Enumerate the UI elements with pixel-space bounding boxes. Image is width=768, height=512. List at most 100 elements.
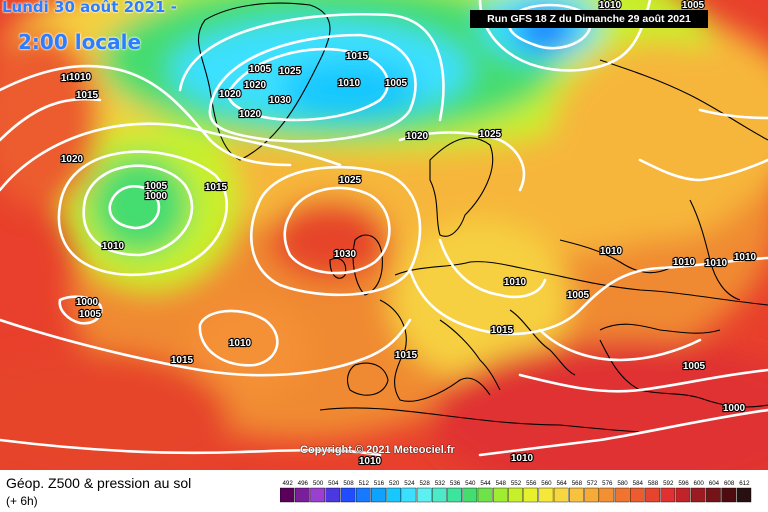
scale-swatch	[416, 487, 432, 503]
isobar-label: 1020	[219, 89, 242, 100]
scale-tick-label: 544	[480, 480, 491, 487]
scale-swatch	[447, 487, 462, 503]
model-run-label: Run GFS 18 Z du Dimanche 29 août 2021	[470, 10, 708, 28]
scale-swatch	[736, 487, 752, 503]
scale-swatch	[492, 487, 508, 503]
scale-tick-label: 608	[724, 480, 735, 487]
scale-tick-label: 532	[435, 480, 446, 487]
scale-tick-label: 612	[739, 480, 750, 487]
z500-color-field	[0, 0, 768, 470]
scale-swatch	[310, 487, 325, 503]
isobar-label: 1010	[338, 78, 361, 89]
scale-swatch	[325, 487, 341, 503]
isobar-label: 1030	[269, 95, 292, 106]
scale-swatch	[614, 487, 630, 503]
scale-swatch	[432, 487, 447, 503]
isobar-label: 1010	[229, 338, 252, 349]
isobar-label: 1005	[683, 361, 706, 372]
scale-swatch	[553, 487, 569, 503]
isobar-label: 1000	[145, 191, 168, 202]
scale-tick-label: 584	[633, 480, 644, 487]
isobar-label: 1020	[244, 80, 267, 91]
scale-tick-label: 536	[450, 480, 461, 487]
scale-tick-label: 528	[419, 480, 430, 487]
scale-tick-label: 564	[557, 480, 568, 487]
isobar-label: 1005	[385, 78, 408, 89]
scale-tick-label: 572	[587, 480, 598, 487]
scale-swatch	[569, 487, 584, 503]
scale-swatch	[280, 487, 295, 503]
scale-tick-label: 540	[465, 480, 476, 487]
scale-tick-label: 492	[282, 480, 293, 487]
isobar-label: 1020	[406, 131, 429, 142]
isobar-label: 1010	[511, 453, 534, 464]
isobar-label: 1010	[599, 0, 622, 11]
scale-swatch	[508, 487, 523, 503]
isobar-label: 1015	[76, 90, 99, 101]
scale-swatch	[523, 487, 539, 503]
color-scale: 492 496 500 504 508 512 516 520 524 528 532 536 540 5…	[280, 480, 752, 503]
scale-tick-label: 576	[602, 480, 613, 487]
scale-swatch	[706, 487, 721, 503]
scale-tick-label: 604	[709, 480, 720, 487]
isobar-label: 1005	[682, 0, 705, 11]
isobar-label: 1020	[61, 154, 84, 165]
isobar-label: 1005	[145, 181, 168, 192]
isobar-label: 1010	[69, 72, 92, 83]
isobar-label: 1005	[249, 64, 272, 75]
isobar-label: 1010	[673, 257, 696, 268]
scale-swatch	[401, 487, 417, 503]
geopotential-map: 1010101510201005100010151010100010051010…	[0, 0, 768, 470]
scale-swatch	[690, 487, 706, 503]
isobar-label: 1010	[61, 73, 84, 84]
scale-tick-label: 556	[526, 480, 537, 487]
scale-swatch	[295, 487, 310, 503]
legend-bar: Géop. Z500 & pression au sol (+ 6h) 492 4…	[0, 470, 768, 512]
scale-swatch	[645, 487, 660, 503]
isobar-label: 1025	[339, 175, 362, 186]
isobar-label: 1000	[76, 297, 99, 308]
scale-swatch	[462, 487, 478, 503]
isobar-label: 1010	[705, 258, 728, 269]
scale-swatch	[599, 487, 615, 503]
scale-swatch	[660, 487, 676, 503]
scale-tick-label: 560	[541, 480, 552, 487]
scale-tick-label: 512	[359, 480, 370, 487]
scale-tick-label: 496	[298, 480, 309, 487]
scale-swatch	[355, 487, 371, 503]
scale-tick-label: 568	[572, 480, 583, 487]
isobar-label: 1025	[279, 66, 302, 77]
scale-tick-label: 504	[328, 480, 339, 487]
isobar-label: 1015	[205, 182, 228, 193]
scale-swatch	[675, 487, 691, 503]
isobar-label: 1005	[567, 290, 590, 301]
isobar-label: 1015	[491, 325, 514, 336]
scale-swatch	[584, 487, 599, 503]
scale-tick-label: 508	[343, 480, 354, 487]
scale-swatch	[538, 487, 554, 503]
scale-tick-label: 524	[404, 480, 415, 487]
scale-tick-label: 588	[648, 480, 659, 487]
scale-tick-label: 592	[663, 480, 674, 487]
scale-swatch	[721, 487, 736, 503]
scale-tick-label: 600	[694, 480, 705, 487]
forecast-local-time: 2:00 locale	[18, 30, 142, 54]
scale-swatch	[477, 487, 493, 503]
scale-swatch	[386, 487, 402, 503]
isobar-label: 1010	[359, 456, 382, 467]
isobar-label: 1010	[102, 241, 125, 252]
scale-tick-label: 580	[617, 480, 628, 487]
isobar-label: 1025	[479, 129, 502, 140]
legend-title: Géop. Z500 & pression au sol	[6, 475, 192, 491]
isobar-label: 1005	[79, 309, 102, 320]
isobar-label: 1000	[723, 403, 746, 414]
scale-tick-label: 516	[374, 480, 385, 487]
scale-swatch	[340, 487, 356, 503]
isobar-label: 1010	[600, 246, 623, 257]
scale-swatch	[629, 487, 645, 503]
forecast-date: Lundi 30 août 2021 -	[2, 0, 177, 16]
scale-tick-label: 500	[313, 480, 324, 487]
isobar-label: 1010	[734, 252, 757, 263]
scale-tick-label: 552	[511, 480, 522, 487]
